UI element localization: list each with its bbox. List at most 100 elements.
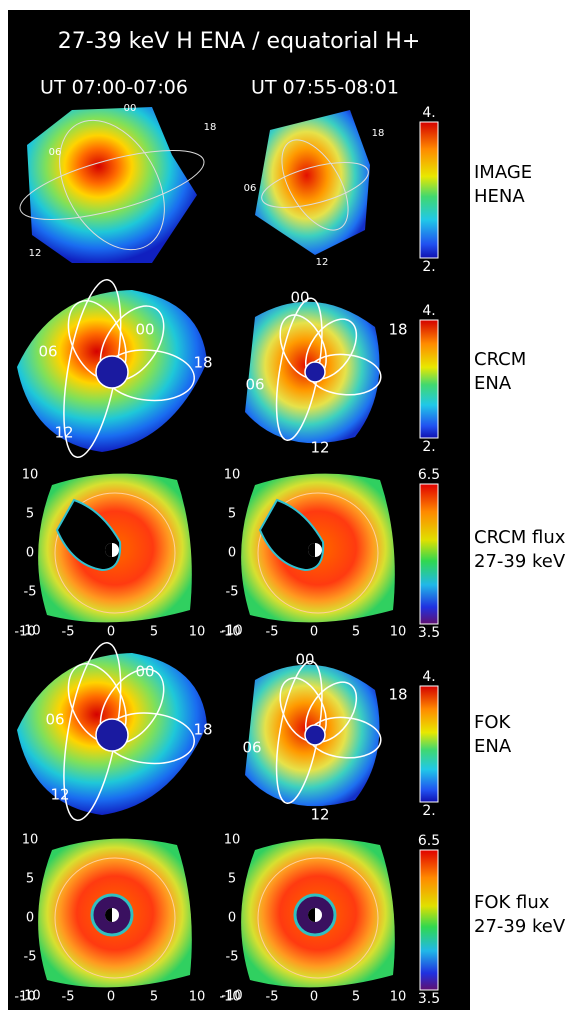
plasmapause [257, 857, 379, 979]
row-label: ENA [474, 736, 512, 757]
colorbar-max: 6.5 [418, 467, 440, 483]
colorbar-max: 6.5 [418, 833, 440, 849]
ena-image [17, 642, 207, 822]
local-time-label: 06 [245, 376, 264, 394]
local-time-label: 00 [135, 321, 154, 339]
row-label: FOK flux [474, 892, 550, 913]
local-time-label: 00 [135, 663, 154, 681]
local-time-label: 12 [29, 248, 42, 259]
y-tick-label: 5 [26, 507, 34, 522]
x-tick-label: 0 [107, 625, 115, 640]
y-tick-label: 0 [228, 911, 236, 926]
earth-night [308, 908, 315, 922]
x-tick-label: 0 [107, 990, 115, 1005]
earth-shadow [95, 355, 129, 389]
earth-shadow [304, 361, 326, 383]
column-title: UT 07:00-07:06 [40, 77, 188, 99]
local-time-label: 18 [193, 354, 212, 372]
flux-image [241, 473, 395, 623]
y-tick-label: 5 [228, 872, 236, 887]
y-tick-label: 10 [22, 833, 39, 848]
y-tick-label: 10 [22, 468, 39, 483]
row-label: IMAGE [474, 162, 532, 183]
colorbar [419, 849, 439, 991]
row-label: 27-39 keV [474, 916, 566, 937]
colorbar-max: 4. [422, 669, 435, 685]
local-time-label: 18 [193, 721, 212, 739]
x-tick-label: -10 [14, 990, 35, 1005]
x-tick-label: 10 [189, 625, 206, 640]
row-label: HENA [474, 186, 525, 207]
y-tick-label: -5 [226, 950, 239, 965]
colorbar [419, 319, 439, 439]
x-tick-label: 0 [310, 990, 318, 1005]
earth-night [105, 908, 112, 922]
colorbar-min: 2. [422, 439, 435, 455]
local-time-label: 12 [316, 257, 329, 268]
colorbar-max: 4. [422, 105, 435, 121]
local-time-label: 00 [290, 289, 309, 307]
y-tick-label: 10 [224, 833, 241, 848]
y-tick-label: -10 [221, 624, 242, 639]
y-tick-label: -10 [221, 989, 242, 1004]
local-time-label: 06 [242, 739, 261, 757]
plasmapause [257, 492, 379, 614]
colorbar-min: 2. [422, 259, 435, 275]
flux-image [38, 838, 192, 988]
local-time-label: 18 [388, 686, 407, 704]
row-label: 27-39 keV [474, 551, 566, 572]
y-tick-label: -5 [24, 585, 37, 600]
ena-map [255, 110, 370, 255]
x-tick-label: 10 [189, 990, 206, 1005]
earth-shadow [95, 718, 129, 752]
inner-cavity [258, 498, 325, 572]
colorbar-min: 3.5 [418, 625, 440, 641]
ena-image [245, 297, 382, 444]
row-label: ENA [474, 373, 512, 394]
x-tick-label: -5 [62, 625, 75, 640]
x-tick-label: 0 [310, 625, 318, 640]
x-tick-label: -5 [62, 990, 75, 1005]
field-line [59, 119, 165, 251]
ena-image [17, 279, 207, 459]
ena-image [245, 660, 382, 807]
ena-image [19, 107, 205, 263]
flux-image [38, 473, 192, 623]
x-tick-label: -10 [14, 625, 35, 640]
column-title: UT 07:55-08:01 [251, 77, 399, 99]
figure-title: 27-39 keV H ENA / equatorial H+ [58, 29, 421, 54]
local-time-label: 18 [204, 122, 217, 133]
earth-night [308, 543, 315, 557]
y-tick-label: -10 [19, 989, 40, 1004]
plasmapause [54, 492, 176, 614]
x-tick-label: 5 [150, 990, 158, 1005]
x-tick-label: -10 [219, 625, 240, 640]
flux-image [241, 838, 395, 988]
local-time-label: 12 [54, 424, 73, 442]
field-line [19, 150, 205, 220]
x-tick-label: 10 [390, 625, 407, 640]
colorbar [419, 685, 439, 803]
row-label: CRCM [474, 349, 526, 370]
colorbar-min: 3.5 [418, 991, 440, 1007]
x-tick-label: 10 [390, 990, 407, 1005]
x-tick-label: -10 [219, 990, 240, 1005]
plasmapause [54, 857, 176, 979]
local-time-label: 12 [310, 806, 329, 824]
field-line [261, 162, 369, 208]
field-line [281, 139, 349, 231]
colorbar [419, 483, 439, 625]
local-time-label: 12 [310, 439, 329, 457]
y-tick-label: 10 [224, 468, 241, 483]
y-tick-label: -5 [24, 950, 37, 965]
y-tick-label: -10 [19, 624, 40, 639]
row-label: FOK [474, 712, 512, 733]
local-time-label: 06 [49, 147, 62, 158]
x-tick-label: 5 [352, 625, 360, 640]
colorbar [419, 121, 439, 259]
inner-cavity [55, 498, 122, 572]
local-time-label: 18 [372, 128, 385, 139]
y-tick-label: 5 [228, 507, 236, 522]
